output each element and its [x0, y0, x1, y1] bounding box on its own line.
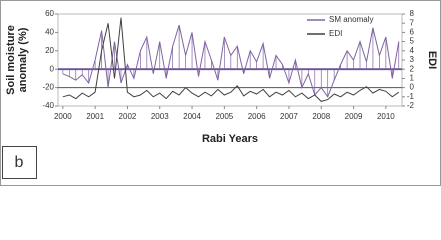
x-tick-label: 2001: [86, 112, 104, 121]
y-tick-label: 0: [50, 64, 55, 73]
y-tick-label: -40: [42, 101, 54, 110]
x-tick-label: 2005: [215, 112, 233, 121]
chart: b Rabi Years Soil moisture anomaly (%) E…: [0, 0, 441, 186]
x-tick-label: 2009: [345, 112, 363, 121]
y2-tick-label: 3: [410, 55, 415, 64]
y-tick-label: 40: [45, 28, 54, 37]
y-tick-label: 60: [45, 9, 54, 18]
y2-tick-label: -1: [407, 92, 415, 101]
x-tick-label: 2006: [248, 112, 266, 121]
y2-tick-label: 2: [410, 64, 415, 73]
x-tick-label: 2003: [151, 112, 169, 121]
y2-tick-label: 6: [410, 28, 415, 37]
y-axis-title: Soil moisture: [5, 25, 17, 95]
y2-tick-label: 0: [410, 83, 415, 92]
x-tick-label: 2007: [280, 112, 298, 121]
y2-tick-label: 8: [410, 9, 415, 18]
panel-box: [2, 146, 37, 179]
y2-tick-label: 4: [410, 46, 415, 55]
y-tick-label: 20: [45, 46, 54, 55]
x-axis-title: Rabi Years: [202, 133, 258, 145]
y2-tick-label: 7: [410, 18, 415, 27]
y-axis-title: anomaly (%): [17, 27, 29, 92]
y-tick-label: -20: [42, 83, 54, 92]
panel-label: b: [15, 154, 24, 171]
chart-border: [0, 0, 441, 186]
y2-axis-title: EDI: [426, 51, 438, 69]
y2-tick-label: -2: [407, 101, 415, 110]
y2-tick-label: 1: [410, 74, 415, 83]
series-line: [62, 17, 400, 102]
x-tick-label: 2002: [119, 112, 137, 121]
legend-label: SM anomaly: [329, 15, 373, 24]
series-line: [62, 24, 400, 98]
x-tick-label: 2010: [377, 112, 395, 121]
legend-label: EDI: [329, 29, 342, 38]
y2-tick-label: 5: [410, 37, 415, 46]
x-tick-label: 2000: [54, 112, 72, 121]
x-tick-label: 2008: [312, 112, 330, 121]
x-tick-label: 2004: [183, 112, 201, 121]
